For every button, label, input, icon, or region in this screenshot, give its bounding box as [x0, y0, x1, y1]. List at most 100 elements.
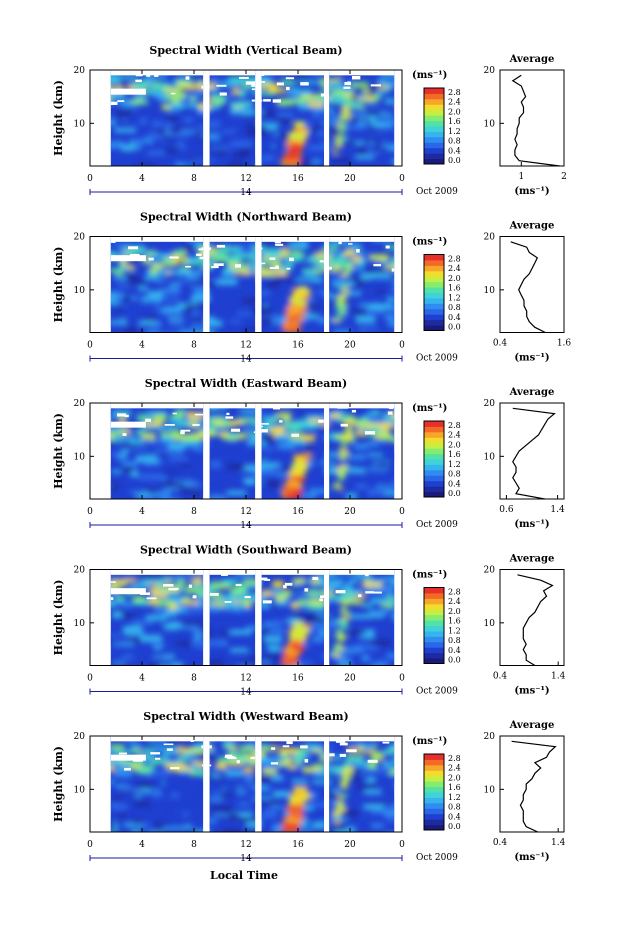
cell — [353, 762, 365, 768]
cell — [267, 645, 281, 651]
cell — [397, 244, 410, 248]
cell — [362, 254, 378, 261]
cell — [294, 759, 302, 765]
cell — [206, 97, 215, 101]
cell — [283, 828, 298, 832]
cell — [269, 483, 279, 488]
cell — [342, 624, 349, 628]
cell — [174, 250, 185, 255]
cell — [354, 643, 373, 649]
cell — [382, 761, 393, 768]
cell — [291, 764, 303, 770]
cell — [232, 88, 240, 95]
cell — [159, 647, 171, 652]
cell — [282, 662, 291, 666]
cell — [351, 741, 367, 746]
cell — [340, 447, 347, 451]
cell — [349, 629, 364, 636]
cell — [295, 751, 305, 758]
cell — [398, 327, 414, 332]
cell — [215, 611, 232, 616]
date-tick-label: 14 — [240, 521, 252, 531]
colorbar-tick-label: 1.2 — [448, 127, 461, 136]
cell — [340, 143, 358, 147]
cell — [150, 641, 167, 646]
cell — [155, 592, 168, 597]
date-tick-label: 14 — [240, 688, 252, 698]
cell — [342, 264, 349, 268]
cell — [231, 278, 244, 282]
cell — [203, 659, 224, 666]
cell — [304, 422, 319, 427]
cell — [110, 817, 115, 824]
cell — [261, 427, 272, 431]
cell — [202, 264, 212, 269]
cell — [398, 585, 407, 591]
cell — [285, 758, 293, 764]
cell — [292, 755, 303, 760]
cell — [383, 749, 395, 755]
cell — [350, 87, 370, 91]
cell — [343, 267, 350, 271]
cell — [199, 787, 213, 791]
profile-line — [511, 74, 560, 167]
cell — [380, 602, 393, 607]
colorbar-tick-label: 0.8 — [448, 137, 461, 146]
cell — [348, 598, 355, 602]
cell — [384, 265, 395, 270]
cell — [367, 423, 378, 429]
cell — [332, 410, 346, 415]
cell — [178, 625, 190, 629]
cell — [348, 266, 364, 272]
cell — [227, 258, 240, 264]
cell — [296, 277, 318, 282]
cell — [401, 99, 412, 105]
colorbar-swatch — [424, 592, 444, 599]
cell — [101, 90, 108, 94]
cell — [279, 298, 300, 303]
ylabel: Height (km) — [52, 247, 65, 323]
cell — [181, 824, 193, 830]
cell — [347, 592, 354, 596]
gap — [286, 267, 291, 270]
cell — [190, 770, 207, 776]
cell — [316, 96, 331, 104]
cell — [95, 596, 110, 601]
cell — [269, 629, 285, 633]
cell — [261, 250, 280, 255]
cell — [224, 788, 244, 794]
cell — [343, 616, 350, 620]
cell — [110, 268, 121, 273]
cell — [282, 600, 300, 604]
cell — [319, 78, 327, 85]
cell — [221, 601, 236, 607]
cell — [358, 326, 378, 333]
x-tick-label: 16 — [292, 840, 304, 850]
cell — [378, 282, 391, 286]
cell — [96, 584, 107, 590]
cell — [190, 97, 197, 102]
cell — [144, 744, 156, 752]
cell — [364, 309, 385, 316]
cell — [398, 595, 409, 598]
cell — [391, 828, 395, 832]
profile-frame — [499, 402, 565, 500]
cell — [133, 642, 147, 647]
cell — [193, 829, 210, 832]
cell — [381, 119, 395, 124]
cell — [343, 287, 350, 291]
cell — [117, 766, 128, 771]
colorbar-swatch — [424, 314, 444, 321]
profile-x-tick-label: 0.6 — [499, 505, 514, 515]
cell — [186, 748, 204, 753]
cell — [230, 433, 246, 439]
cell — [138, 286, 148, 291]
cell — [129, 146, 141, 150]
cell — [377, 79, 386, 84]
gap — [110, 588, 146, 595]
colorbar-unit: (ms⁻¹) — [412, 736, 447, 747]
cell — [95, 743, 110, 748]
cell — [341, 772, 348, 776]
cell — [118, 266, 134, 270]
cell — [272, 133, 283, 137]
